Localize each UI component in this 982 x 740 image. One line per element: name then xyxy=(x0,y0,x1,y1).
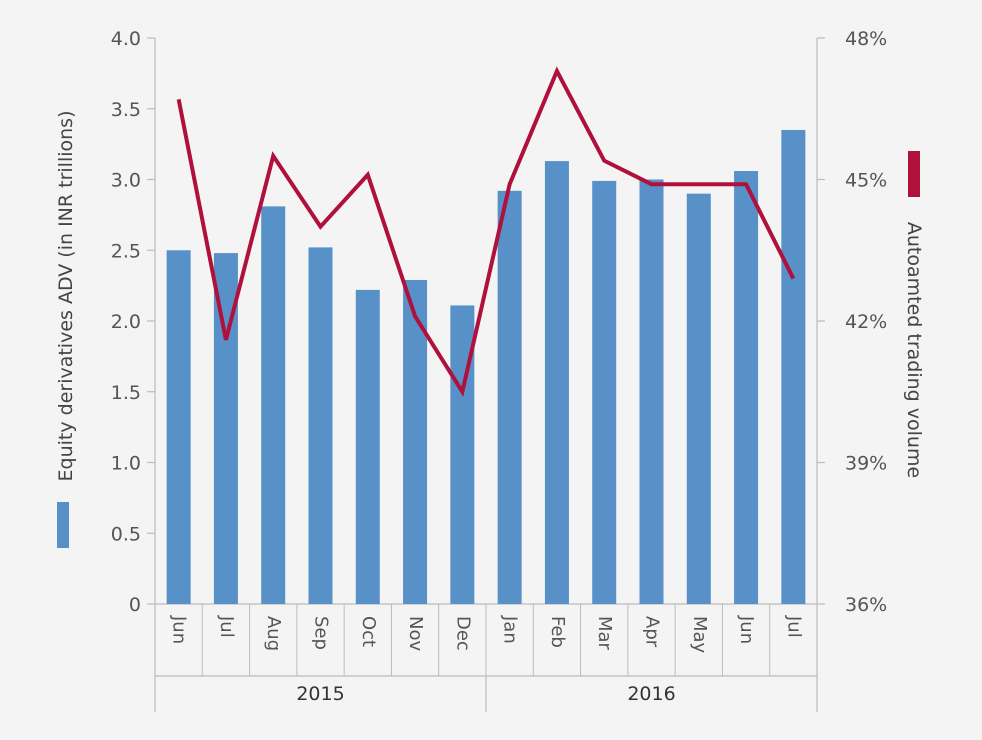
x-axis-category-label: Mar xyxy=(594,616,615,651)
left-axis-tick-label: 2.5 xyxy=(111,240,141,262)
left-axis-tick-label: 1.5 xyxy=(111,382,141,404)
bar xyxy=(592,181,616,604)
left-axis-tick-label: 0 xyxy=(129,594,141,616)
bar xyxy=(261,206,285,604)
year-group-label: 2016 xyxy=(627,683,675,705)
left-axis-tick-label: 2.0 xyxy=(111,311,141,333)
right-axis-title: Autoamted trading volume xyxy=(903,222,925,478)
x-axis-category-label: Jun xyxy=(169,615,190,644)
left-axis-tick-label: 4.0 xyxy=(111,28,141,50)
bar xyxy=(356,290,380,604)
x-axis-category-label: Feb xyxy=(547,616,568,648)
bar xyxy=(687,194,711,604)
x-axis-category-label: Aug xyxy=(263,616,284,651)
x-axis-category-label: Jan xyxy=(500,615,521,644)
left-axis-tick-label: 3.5 xyxy=(111,99,141,121)
bar xyxy=(545,161,569,604)
left-axis-tick-label: 1.0 xyxy=(111,453,141,475)
bar xyxy=(781,130,805,604)
x-axis-category-label: Apr xyxy=(642,616,663,648)
left-axis-tick-label: 0.5 xyxy=(111,523,141,545)
x-axis-category-label: Dec xyxy=(452,616,473,651)
bar xyxy=(640,180,664,605)
x-axis-category-label: Sep xyxy=(311,616,332,650)
x-axis-category-label: Jun xyxy=(736,615,757,644)
bar xyxy=(309,247,333,604)
x-axis-category-label: Nov xyxy=(405,616,426,651)
right-axis-tick-label: 42% xyxy=(845,311,887,333)
right-axis-tick-label: 39% xyxy=(845,453,887,475)
x-axis-category-label: Jul xyxy=(216,615,237,638)
bar xyxy=(167,250,191,604)
left-legend-swatch xyxy=(57,502,69,548)
year-group-label: 2015 xyxy=(296,683,344,705)
bar xyxy=(734,171,758,604)
right-axis-tick-label: 36% xyxy=(845,594,887,616)
left-axis-tick-label: 3.0 xyxy=(111,170,141,192)
x-axis-category-label: Jul xyxy=(783,615,804,638)
right-axis-tick-label: 45% xyxy=(845,170,887,192)
x-axis-category-label: May xyxy=(689,616,710,654)
right-legend-swatch xyxy=(908,151,920,197)
right-axis-tick-label: 48% xyxy=(845,28,887,50)
bar xyxy=(498,191,522,604)
left-axis-title: Equity derivatives ADV (in INR trillions… xyxy=(55,111,77,482)
x-axis-category-label: Oct xyxy=(358,616,379,647)
